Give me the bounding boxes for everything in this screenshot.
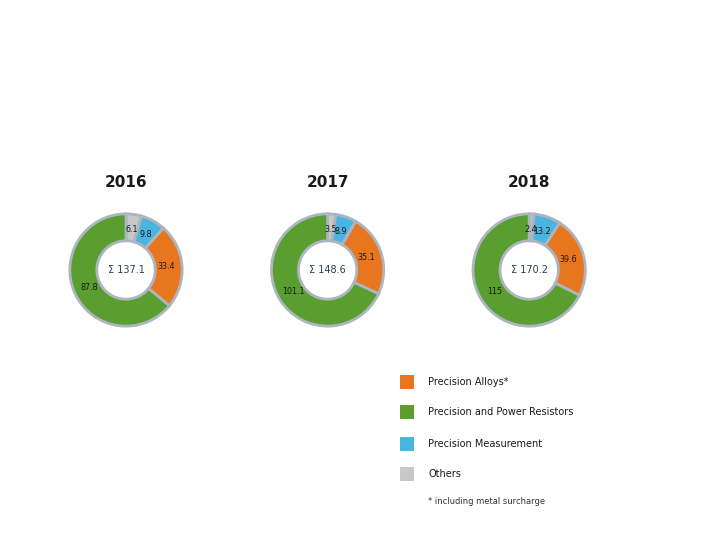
- Bar: [400, 405, 414, 419]
- Bar: [400, 437, 414, 450]
- Wedge shape: [342, 221, 384, 294]
- Text: 2.4: 2.4: [525, 225, 537, 234]
- Wedge shape: [145, 228, 182, 306]
- Text: 2018: 2018: [508, 176, 551, 191]
- Text: 2017: 2017: [306, 176, 349, 191]
- Text: Others: Others: [428, 469, 462, 479]
- Text: 39.6: 39.6: [559, 255, 577, 264]
- Wedge shape: [545, 223, 585, 295]
- Text: 35.1: 35.1: [357, 253, 375, 262]
- Wedge shape: [271, 214, 379, 326]
- Wedge shape: [126, 214, 142, 242]
- Text: 8.9: 8.9: [335, 227, 347, 237]
- Text: 3.5: 3.5: [324, 225, 337, 234]
- Text: Precision and Power Resistors: Precision and Power Resistors: [428, 407, 574, 417]
- Text: 101.1: 101.1: [282, 287, 305, 296]
- Text: Σ 148.6: Σ 148.6: [309, 265, 346, 275]
- Text: 2016: 2016: [104, 176, 148, 191]
- Text: Σ 137.1: Σ 137.1: [107, 265, 145, 275]
- Text: 115: 115: [487, 287, 503, 296]
- Wedge shape: [473, 214, 580, 326]
- Text: Precision Alloys*: Precision Alloys*: [428, 377, 509, 387]
- Wedge shape: [134, 216, 163, 248]
- Wedge shape: [328, 214, 336, 241]
- Wedge shape: [532, 214, 559, 246]
- Text: * including metal surcharge: * including metal surcharge: [428, 497, 546, 506]
- Text: Σ 170.2: Σ 170.2: [510, 265, 548, 275]
- Bar: [400, 467, 414, 481]
- Bar: [400, 375, 414, 389]
- Text: 33.4: 33.4: [158, 262, 175, 272]
- Text: Precision Measurement: Precision Measurement: [428, 439, 543, 449]
- Text: 87.8: 87.8: [81, 283, 98, 292]
- Text: 6.1: 6.1: [125, 226, 138, 234]
- Text: 9.8: 9.8: [139, 230, 152, 239]
- Text: CONSOLIDATED SALES BY BUSINESS UNIT [EURO million]: CONSOLIDATED SALES BY BUSINESS UNIT [EUR…: [9, 52, 372, 63]
- Wedge shape: [332, 214, 356, 245]
- Wedge shape: [70, 214, 169, 326]
- Text: 13.2: 13.2: [534, 227, 552, 237]
- Wedge shape: [529, 214, 534, 241]
